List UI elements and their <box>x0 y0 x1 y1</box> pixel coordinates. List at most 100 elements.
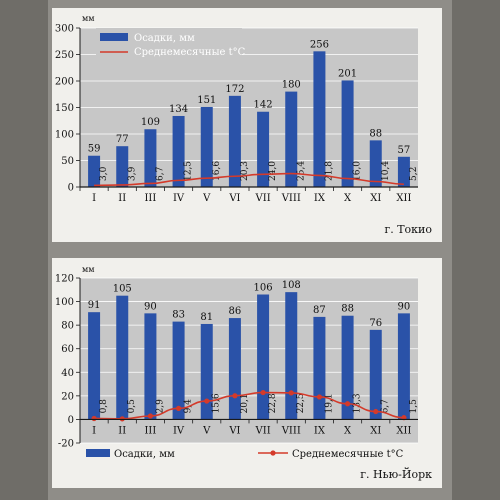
newyork-legend: Осадки, мм Среднемесячные t°C <box>86 449 404 460</box>
newyork-precip-label-I: 91 <box>88 300 101 311</box>
newyork-xtick-label-VII: VII <box>255 425 271 436</box>
tokyo-precip-label-II: 77 <box>116 134 129 145</box>
newyork-bar-II <box>116 295 129 420</box>
newyork-xtick-label-VIII: VIII <box>281 425 301 436</box>
tokyo-bar-III <box>144 129 157 187</box>
newyork-temp-label-III: 2,9 <box>155 399 165 414</box>
newyork-temp-marker-VII <box>260 389 266 396</box>
tokyo-temp-label-XI: 10,4 <box>381 161 391 181</box>
tokyo-x-ticks: I II III IV V VI VII VIII IX X XI XII <box>79 187 411 204</box>
tokyo-bar-II <box>116 146 129 187</box>
tokyo-xtick-label-III: III <box>144 193 156 204</box>
newyork-precip-label-IV: 83 <box>172 310 185 321</box>
tokyo-xtick-label-XI: XI <box>370 193 381 204</box>
newyork-bar-VI <box>228 318 241 420</box>
newyork-xtick-label-XII: XII <box>396 425 411 436</box>
tokyo-temp-label-VI: 20,3 <box>240 161 250 181</box>
newyork-x-ticks: I II III IV V VI VII VIII IX X XI XII <box>79 419 411 436</box>
tokyo-temp-label-IV: 12,5 <box>184 161 194 181</box>
newyork-temp-marker-VI <box>232 393 238 399</box>
tokyo-temp-label-V: 16,6 <box>212 161 222 181</box>
newyork-precip-label-XI: 76 <box>369 318 382 329</box>
newyork-precip-label-VII: 106 <box>254 283 273 294</box>
newyork-temperature-line <box>94 391 404 420</box>
newyork-temp-label-X: 13,3 <box>353 393 363 413</box>
tokyo-precip-label-X: 201 <box>338 68 357 79</box>
newyork-temp-label-V: 15,6 <box>212 393 222 413</box>
tokyo-precip-label-IX: 256 <box>310 39 329 50</box>
newyork-bar-V <box>200 323 213 420</box>
tokyo-ytick-label-2: 100 <box>55 130 74 141</box>
newyork-bar-IV <box>172 321 185 420</box>
newyork-temp-label-XII: 1,5 <box>409 399 419 414</box>
tokyo-precip-label-I: 59 <box>88 144 101 155</box>
tokyo-chart: 3,0 3,9 6,7 12,5 16,6 20,3 24,0 25,4 21,8 16,0 10,… <box>55 14 432 236</box>
tokyo-xtick-label-IV: IV <box>173 193 185 204</box>
tokyo-bar-IV <box>172 115 185 187</box>
tokyo-temp-label-II: 3,9 <box>127 166 137 181</box>
newyork-city-label: г. Нью-Йорк <box>360 467 432 481</box>
newyork-y-unit: мм <box>82 265 94 274</box>
tokyo-temp-label-X: 16,0 <box>353 161 363 181</box>
newyork-precip-label-IX: 87 <box>313 305 326 316</box>
tokyo-precip-labels: 59 77 109 134 151 172 142 180 256 201 88 57 <box>88 39 411 155</box>
newyork-ytick-label-0: -20 <box>58 439 74 450</box>
tokyo-xtick-label-XII: XII <box>396 193 411 204</box>
tokyo-ytick-label-6: 300 <box>55 24 74 35</box>
newyork-temp-marker-XI <box>373 408 379 415</box>
tokyo-bar-IX <box>313 51 326 187</box>
newyork-bar-XII <box>397 313 410 420</box>
tokyo-ytick-label-3: 150 <box>55 103 74 114</box>
tokyo-precip-label-XI: 88 <box>369 128 382 139</box>
tokyo-precip-label-V: 151 <box>197 95 216 106</box>
tokyo-temperature-labels: 3,0 3,9 6,7 12,5 16,6 20,3 24,0 25,4 21,8 16,0 10,… <box>99 161 419 181</box>
tokyo-xtick-label-V: V <box>202 193 211 204</box>
tokyo-temp-label-VIII: 25,4 <box>296 161 306 181</box>
newyork-precip-label-V: 81 <box>200 312 213 323</box>
newyork-xtick-label-V: V <box>202 425 211 436</box>
tokyo-ytick-label-0: 0 <box>68 183 74 194</box>
tokyo-bar-XI <box>369 140 382 187</box>
newyork-legend-marker <box>270 450 276 456</box>
tokyo-precip-label-VII: 142 <box>254 100 273 111</box>
newyork-precip-label-VI: 86 <box>229 306 242 317</box>
newyork-temp-label-II: 0,5 <box>127 399 137 414</box>
newyork-xtick-label-X: X <box>344 425 352 436</box>
newyork-precip-label-III: 90 <box>144 301 157 312</box>
tokyo-legend-bars-label: Осадки, мм <box>134 33 195 44</box>
newyork-xtick-label-II: II <box>118 425 126 436</box>
tokyo-temp-label-III: 6,7 <box>155 166 165 181</box>
newyork-precip-label-II: 105 <box>113 284 132 295</box>
newyork-bar-I <box>88 312 101 420</box>
tokyo-temp-label-XII: 5,2 <box>409 167 419 181</box>
tokyo-bar-VI <box>228 95 241 187</box>
newyork-temp-marker-IX <box>316 394 323 400</box>
newyork-temp-marker-VIII <box>288 390 294 396</box>
newyork-temp-label-VIII: 22,5 <box>296 393 306 413</box>
tokyo-bar-I <box>88 155 101 187</box>
tokyo-bars <box>88 51 410 187</box>
newyork-precip-label-VIII: 108 <box>282 280 301 291</box>
tokyo-bar-VIII <box>285 91 298 187</box>
newyork-temp-marker-V <box>204 398 210 404</box>
tokyo-xtick-label-X: X <box>344 193 352 204</box>
tokyo-xtick-label-VI: VI <box>228 193 240 204</box>
newyork-ytick-label-1: 0 <box>68 415 74 426</box>
newyork-temp-label-VI: 20,1 <box>240 393 250 413</box>
tokyo-xtick-label-VII: VII <box>255 193 271 204</box>
tokyo-temperature-line <box>94 172 404 187</box>
tokyo-temp-label-I: 3,0 <box>99 166 109 181</box>
newyork-xtick-label-XI: XI <box>370 425 381 436</box>
tokyo-bar-VII <box>257 111 270 187</box>
newyork-bar-VIII <box>285 292 298 420</box>
newyork-xtick-label-IV: IV <box>173 425 185 436</box>
newyork-temp-marker-I <box>91 415 97 422</box>
newyork-plot-area <box>80 278 418 443</box>
newyork-precip-label-X: 88 <box>341 304 354 315</box>
tokyo-legend-line-label: Среднемесячные t°C <box>134 47 246 58</box>
newyork-temp-marker-IV <box>175 405 182 411</box>
tokyo-y-unit: мм <box>82 14 94 23</box>
tokyo-precip-label-XII: 57 <box>398 145 411 156</box>
tokyo-ytick-label-1: 50 <box>61 156 74 167</box>
